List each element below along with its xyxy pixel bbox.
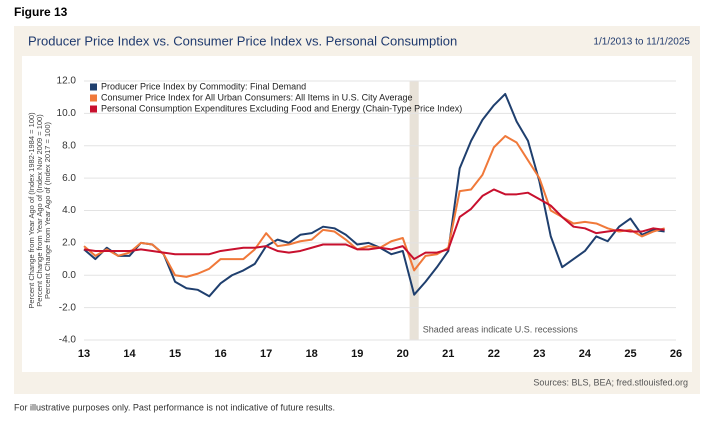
x-tick-label: 26: [670, 348, 682, 360]
sources: Sources: BLS, BEA; fred.stlouisfed.org: [533, 377, 688, 387]
legend-label: Consumer Price Index for All Urban Consu…: [101, 92, 412, 102]
x-tick-label: 13: [78, 348, 90, 360]
x-tick-label: 14: [123, 348, 136, 360]
x-tick-label: 25: [624, 348, 636, 360]
chart-title: Producer Price Index vs. Consumer Price …: [28, 33, 457, 48]
legend-swatch: [90, 83, 97, 91]
y-tick-label: -4.0: [59, 335, 77, 346]
x-tick-label: 22: [488, 348, 500, 360]
x-tick-label: 23: [533, 348, 545, 360]
x-tick-label: 17: [260, 348, 272, 360]
y-tick-label: 6.0: [62, 173, 76, 184]
y-tick-label: -2.0: [59, 302, 77, 313]
y-axis-label: Percent Change from Year Ago of (Index 1…: [27, 112, 36, 309]
x-tick-label: 21: [442, 348, 454, 360]
series-line: [83, 188, 665, 261]
y-axis-label: Percent Change from Year Ago of (Index N…: [35, 114, 44, 307]
y-tick-label: 10.0: [57, 108, 77, 119]
figure-label: Figure 13: [14, 5, 68, 19]
x-tick-label: 18: [306, 348, 318, 360]
y-tick-label: 12.0: [57, 76, 77, 87]
y-tick-label: 8.0: [62, 140, 76, 151]
plot-background: [22, 56, 692, 372]
x-tick-label: 15: [169, 348, 181, 360]
y-tick-label: 2.0: [62, 238, 76, 249]
legend-label: Personal Consumption Expenditures Exclud…: [101, 103, 462, 113]
x-tick-label: 20: [397, 348, 409, 360]
footnote: For illustrative purposes only. Past per…: [14, 402, 335, 412]
series-line: [83, 92, 665, 298]
legend-swatch: [90, 105, 97, 113]
y-tick-label: 0.0: [62, 270, 76, 281]
y-tick-label: 4.0: [62, 205, 76, 216]
annotation: Shaded areas indicate U.S. recessions: [423, 324, 579, 334]
y-axis-label: Percent Change from Year Ago of (Index 2…: [43, 122, 52, 299]
series-line: [83, 135, 665, 278]
x-tick-label: 16: [214, 348, 226, 360]
x-tick-label: 24: [579, 348, 592, 360]
legend-swatch: [90, 94, 97, 102]
legend-label: Producer Price Index by Commodity: Final…: [101, 81, 306, 91]
date-range: 1/1/2013 to 11/1/2025: [593, 37, 690, 48]
x-tick-label: 19: [351, 348, 363, 360]
